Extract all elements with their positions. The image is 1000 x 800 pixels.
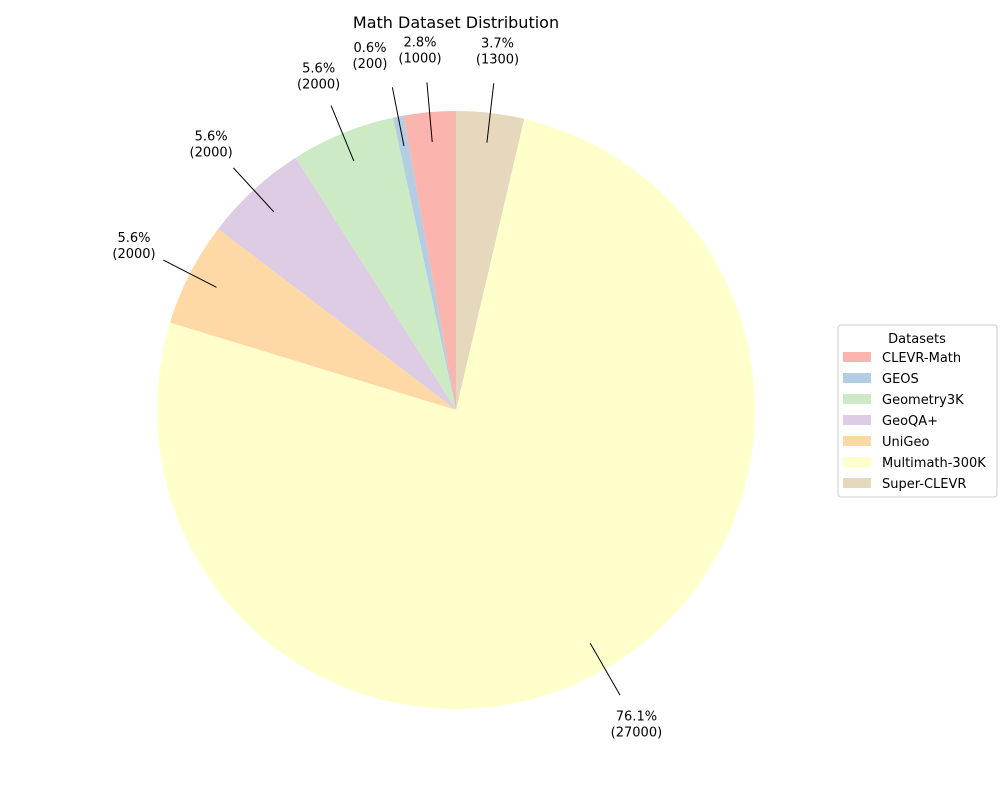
leader-line [233, 167, 275, 213]
legend-label: CLEVR-Math [882, 351, 961, 366]
legend-frame [837, 324, 998, 498]
slice-label: 3.7% (1300) [476, 37, 519, 68]
pie-slice-geoqa- [218, 157, 456, 410]
pie-slice-geos [392, 115, 456, 411]
slice-label: 5.6% (2000) [112, 231, 155, 262]
pie-slice-clevr-math [403, 111, 456, 410]
chart-title: Math Dataset Distribution [353, 13, 559, 32]
legend-swatch [843, 373, 871, 383]
legend-swatch [843, 457, 871, 467]
legend-title: Datasets [888, 332, 946, 347]
leader-line [589, 643, 621, 696]
legend-swatch [843, 478, 871, 488]
pie-labels: 2.8% (1000) 0.6% (200) 5.6% (2000) 5.6% (2000) 5… [112, 36, 662, 741]
legend-label: Super-CLEVR [882, 477, 966, 492]
legend-swatch [843, 394, 871, 404]
legend-label: UniGeo [882, 435, 929, 450]
legend-label: Geometry3K [882, 393, 964, 408]
slice-label: 76.1% (27000) [611, 710, 663, 741]
slice-label: 5.6% (2000) [190, 130, 233, 161]
legend-label: GeoQA+ [882, 414, 938, 429]
pie-slices [156, 111, 755, 709]
legend-swatch [843, 415, 871, 425]
legend-label: GEOS [882, 372, 919, 387]
legend: Datasets CLEVR-Math GEOS Geometry3K GeoQA+ U… [837, 324, 998, 498]
leader-line [163, 259, 217, 288]
legend-swatch [843, 352, 871, 362]
pie-slice-multimath-300k [156, 118, 755, 709]
slice-label: 2.8% (1000) [398, 36, 441, 67]
legend-swatch [843, 436, 871, 446]
pie-slice-unigeo [170, 228, 457, 410]
legend-items: CLEVR-Math GEOS Geometry3K GeoQA+ UniGeo Mult… [843, 351, 986, 492]
leader-line [426, 82, 433, 142]
pie-slice-geometry3k [295, 117, 456, 410]
leader-line [486, 83, 495, 143]
pie-slice-super-clevr [456, 111, 525, 410]
legend-label: Multimath-300K [882, 456, 986, 471]
leader-line [391, 87, 405, 147]
leader-line [330, 105, 355, 162]
slice-label: 0.6% (200) [353, 41, 388, 72]
slice-label: 5.6% (2000) [297, 61, 340, 92]
